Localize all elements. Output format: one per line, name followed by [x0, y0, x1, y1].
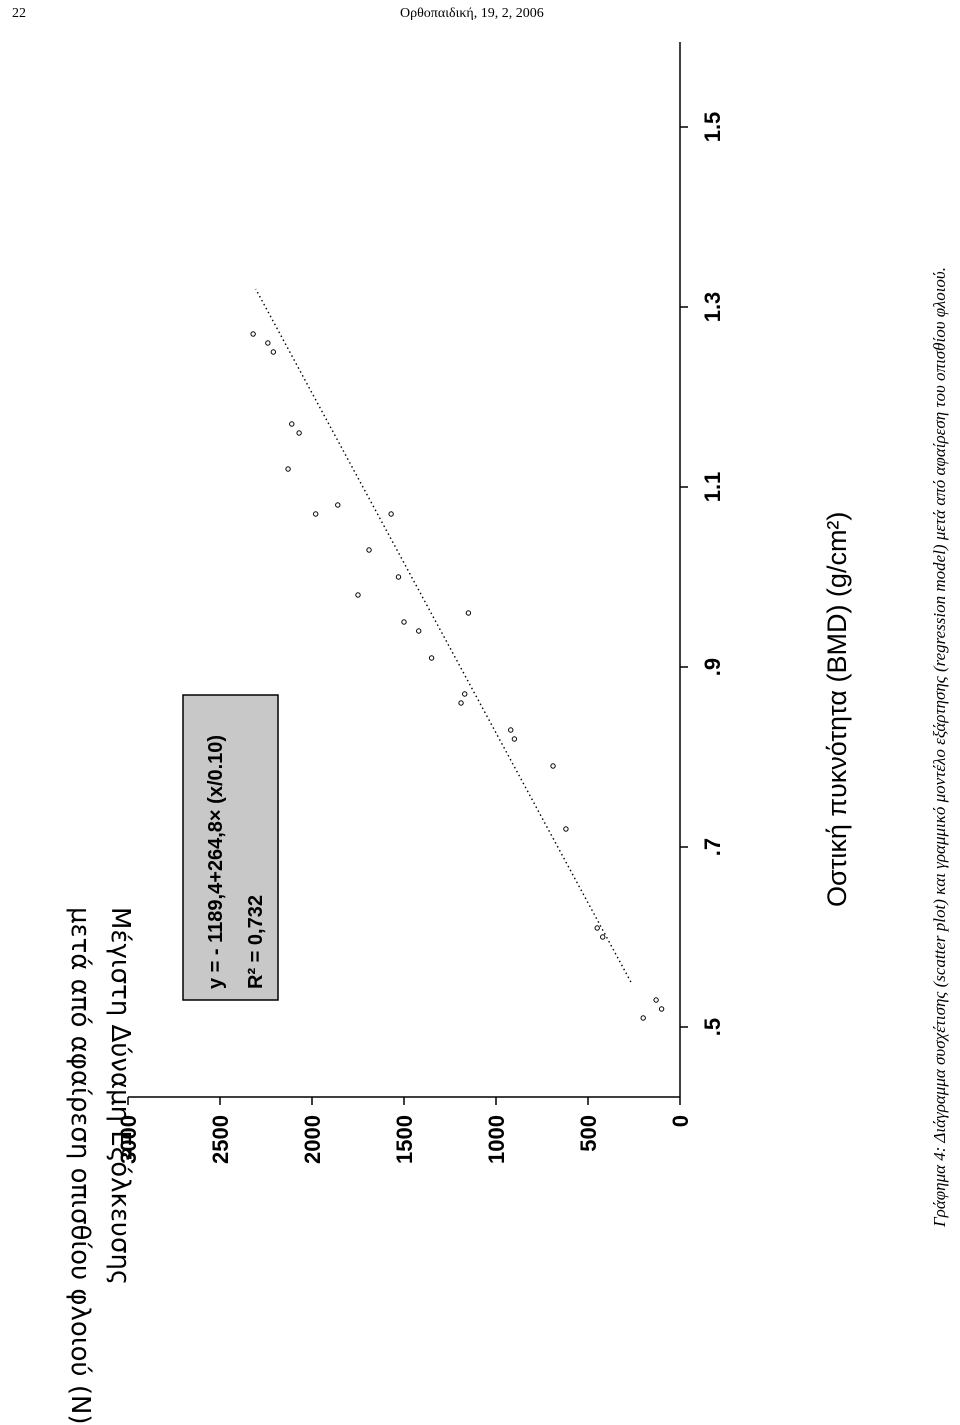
- data-point: [428, 655, 435, 661]
- data-point: [640, 1015, 646, 1021]
- data-point: [250, 331, 256, 337]
- data-point: [563, 826, 569, 832]
- data-point: [312, 511, 319, 517]
- journal-citation: Ορθοπαιδική, 19, 2, 2006: [400, 6, 544, 21]
- equation-box: [182, 694, 279, 1001]
- data-point: [658, 1006, 665, 1012]
- data-point: [395, 574, 402, 580]
- figure-caption: Γράφημα 4: Διάγραμμα συσχέτισης (scatter…: [930, 267, 949, 1227]
- x-tick-label: .7: [700, 838, 725, 856]
- data-point: [335, 502, 341, 508]
- y-tick-label: 500: [576, 1115, 601, 1152]
- y-tick-label: 2000: [300, 1115, 325, 1164]
- y-tick-label: 2500: [208, 1115, 233, 1164]
- equation-text: y = - 1189,4+264,8× (x/0.10): [205, 735, 227, 989]
- x-tick-label: 1.5: [700, 112, 725, 143]
- data-point: [355, 592, 361, 598]
- data-point: [508, 727, 514, 733]
- data-point: [458, 700, 464, 706]
- data-point: [401, 619, 407, 625]
- data-point: [265, 340, 271, 346]
- x-tick-label: 1.3: [700, 292, 725, 323]
- r-squared-text: R² = 0,732: [245, 895, 267, 989]
- y-tick-label: 1500: [392, 1115, 417, 1164]
- data-point: [270, 349, 277, 355]
- data-point: [600, 934, 606, 940]
- data-point: [289, 421, 295, 427]
- x-tick-label: 1.1: [700, 472, 725, 503]
- data-point: [388, 511, 394, 517]
- data-point: [416, 628, 422, 634]
- data-point: [653, 997, 659, 1003]
- data-point: [285, 466, 291, 472]
- data-point: [550, 763, 556, 769]
- x-tick-label: .5: [700, 1018, 725, 1036]
- data-point: [366, 547, 372, 553]
- data-point: [296, 430, 302, 436]
- page-header: 22 Ορθοπαιδική, 19, 2, 2006: [0, 0, 960, 30]
- data-point: [465, 610, 472, 616]
- page-number: 22: [12, 6, 26, 21]
- data-point: [511, 736, 518, 742]
- data-point: [462, 691, 468, 697]
- y-tick-label: 1000: [484, 1115, 509, 1164]
- y-tick-label: 3000: [116, 1115, 141, 1164]
- x-tick-label: .9: [700, 658, 725, 676]
- y-tick-label: 0: [668, 1115, 693, 1127]
- data-point: [594, 925, 600, 931]
- regression-line: [255, 288, 632, 983]
- x-axis-label: Οστική πυκνότητα (BMD) (g/cm²): [822, 511, 852, 907]
